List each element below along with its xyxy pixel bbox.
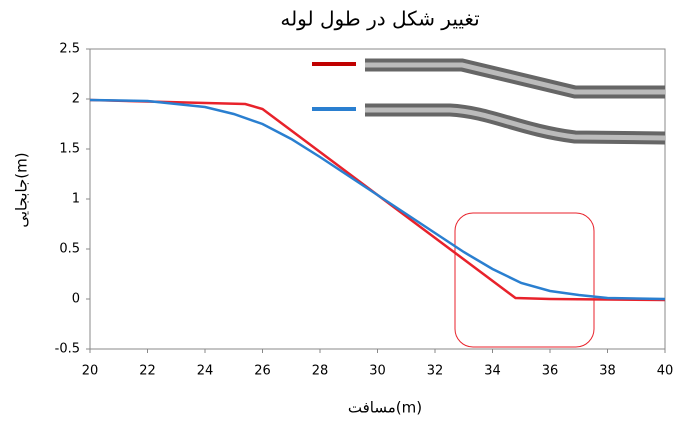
- y-tick-label: 0: [72, 292, 80, 307]
- x-tick-label: 26: [254, 364, 271, 379]
- x-tick-label: 34: [484, 364, 501, 379]
- x-tick-label: 28: [312, 364, 329, 379]
- x-tick-label: 22: [139, 364, 156, 379]
- y-tick-label: 0.5: [59, 242, 80, 257]
- chart-title: تغییر شکل در طول لوله: [280, 7, 479, 31]
- highlight-box: [454, 212, 595, 348]
- x-tick-label: 30: [369, 364, 386, 379]
- y-tick-label: 2: [72, 92, 80, 107]
- y-tick-label: 2.5: [59, 42, 80, 57]
- legend-pipes: [365, 58, 666, 145]
- series-line: [89, 98, 666, 302]
- y-tick-label: -0.5: [55, 342, 80, 357]
- x-tick-label: 20: [82, 364, 99, 379]
- series-line: [89, 98, 666, 301]
- x-tick-label: 38: [599, 364, 616, 379]
- x-tick-label: 36: [542, 364, 559, 379]
- x-tick-label: 24: [197, 364, 214, 379]
- y-tick-label: 1: [72, 192, 80, 207]
- x-axis-label: مسافت(m): [348, 399, 422, 417]
- x-tick-label: 32: [427, 364, 444, 379]
- y-tick-label: 1.5: [59, 142, 80, 157]
- x-tick-label: 40: [657, 364, 674, 379]
- y-axis-label: جابجایی(m): [13, 152, 31, 227]
